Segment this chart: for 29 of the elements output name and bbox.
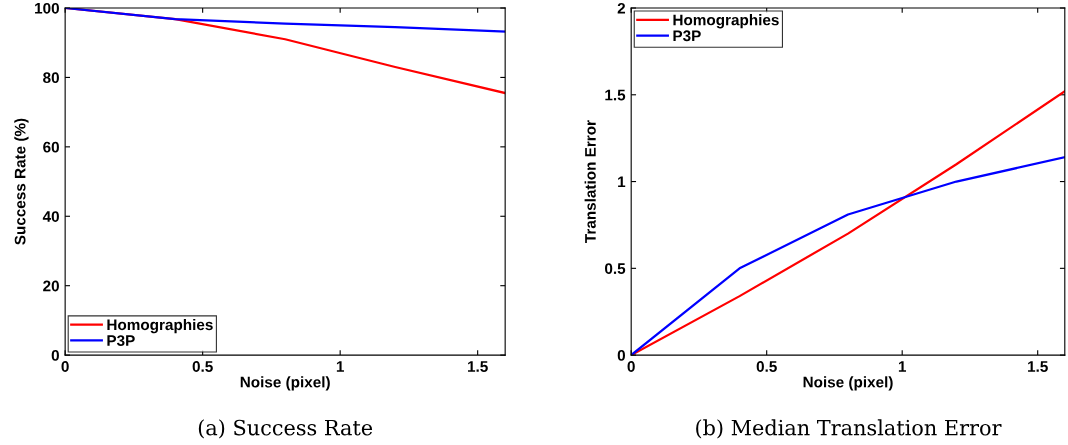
y-tick-label: 60 xyxy=(43,141,59,153)
y-tick-label: 0.5 xyxy=(605,263,626,275)
text: (b) Median Translation Error xyxy=(696,419,1002,439)
legend-label: P3P xyxy=(107,335,135,346)
text: (a) Success Rate xyxy=(198,419,373,439)
x-tick-label: 1.5 xyxy=(468,361,488,372)
x-tick-label: 0 xyxy=(627,361,635,372)
x-tick-label: 0.5 xyxy=(192,361,213,372)
x-axis-title: Noise (pixel) xyxy=(240,376,330,391)
x-tick-label: 0.5 xyxy=(756,361,777,372)
y-tick-label: 2 xyxy=(617,2,626,14)
x-axis-title: Noise (pixel) xyxy=(803,376,893,391)
y-tick-label: 0 xyxy=(51,349,59,361)
legend-label: Homographies xyxy=(673,14,779,29)
legend-label: Homographies xyxy=(107,318,213,334)
y-tick-label: 1.5 xyxy=(605,89,626,101)
x-tick-label: 0 xyxy=(61,361,69,372)
y-tick-label: 1 xyxy=(618,176,626,188)
y-tick-label: 20 xyxy=(43,280,59,292)
x-tick-label: 1 xyxy=(336,361,344,372)
y-tick-label: 80 xyxy=(43,72,59,84)
legend-label: P3P xyxy=(673,30,701,42)
y-axis-title: Success Rate (%) xyxy=(14,118,29,245)
y-tick-label: 0 xyxy=(617,349,626,361)
y-tick-label: 100 xyxy=(35,2,59,14)
y-axis-title: Translation Error xyxy=(584,120,596,243)
x-tick-label: 1.5 xyxy=(1028,361,1048,372)
x-tick-label: 1 xyxy=(898,361,907,372)
y-tick-label: 40 xyxy=(42,211,59,222)
